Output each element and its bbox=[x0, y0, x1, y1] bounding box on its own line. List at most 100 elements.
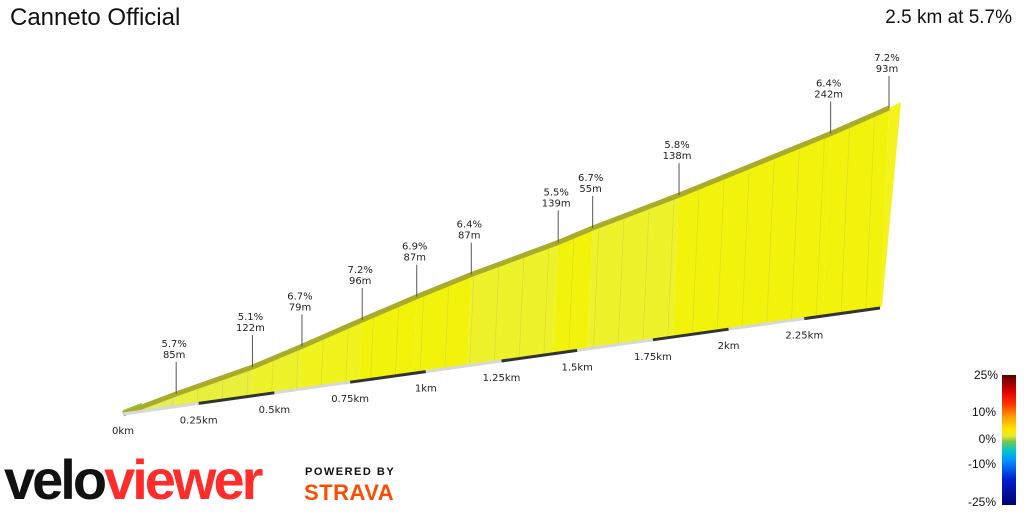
profile-dividers bbox=[147, 117, 875, 411]
segment-length-label: 138m bbox=[663, 151, 692, 162]
profile-divider bbox=[196, 389, 199, 404]
profile-divider bbox=[692, 189, 700, 335]
profile-divider bbox=[815, 139, 825, 317]
profile-divider bbox=[518, 258, 525, 359]
profile-segment-fill bbox=[359, 296, 417, 381]
distance-axis-segment bbox=[198, 391, 275, 405]
veloviewer-logo: veloviewer bbox=[4, 452, 263, 508]
profile-divider bbox=[642, 209, 650, 342]
logo-velo: velo bbox=[4, 448, 107, 511]
profile-segment-fill bbox=[413, 274, 472, 374]
profile-divider bbox=[667, 200, 675, 338]
segment-grade-label: 5.8% bbox=[664, 140, 689, 151]
profile-divider bbox=[766, 159, 775, 324]
profile-divider bbox=[543, 248, 550, 356]
profile-divider bbox=[345, 328, 349, 383]
segment-labels: 5.7%85m5.1%122m6.7%79m7.2%96m6.9%87m6.4%… bbox=[161, 53, 900, 394]
profile-divider bbox=[865, 117, 875, 311]
segment-grade-label: 7.2% bbox=[874, 53, 899, 64]
distance-tick-label: 0.5km bbox=[259, 405, 290, 416]
distance-axis-segment bbox=[349, 370, 427, 384]
profile-segment-fill bbox=[175, 367, 253, 407]
profile-divider bbox=[741, 169, 750, 328]
profile-divider bbox=[295, 350, 299, 390]
profile-segment-fill bbox=[251, 346, 302, 397]
segment-grade-label: 6.4% bbox=[457, 220, 482, 231]
distance-tick-label: 2.25km bbox=[785, 331, 823, 342]
segment-grade-label: 7.2% bbox=[347, 265, 372, 276]
distance-axis-segment bbox=[576, 338, 654, 352]
distance-axis bbox=[122, 306, 881, 416]
distance-axis-segment bbox=[501, 348, 578, 363]
profile-fill-layer bbox=[122, 102, 901, 417]
distance-axis-segment bbox=[274, 380, 351, 395]
profile-divider bbox=[791, 149, 800, 321]
profile-top-edge bbox=[122, 105, 891, 417]
distance-axis-segment bbox=[652, 327, 729, 342]
distance-tick-label: 1.5km bbox=[561, 362, 592, 373]
profile-divider bbox=[271, 361, 274, 394]
profile-divider bbox=[494, 267, 500, 363]
segment-grade-label: 6.9% bbox=[402, 242, 427, 253]
segment-length-label: 87m bbox=[404, 253, 426, 264]
segment-grade-label: 6.7% bbox=[578, 173, 603, 184]
segment-grade-label: 5.7% bbox=[161, 339, 186, 350]
segment-length-label: 93m bbox=[876, 64, 898, 75]
profile-divider bbox=[469, 276, 475, 366]
segment-grade-label: 6.7% bbox=[287, 291, 312, 302]
distance-axis-segment bbox=[425, 359, 502, 374]
profile-segment-fill bbox=[822, 108, 889, 317]
profile-divider bbox=[568, 238, 575, 352]
logo-viewer: viewer bbox=[104, 448, 263, 511]
profile-divider bbox=[246, 371, 249, 397]
distance-tick-label: 0.75km bbox=[331, 394, 369, 405]
profile-divider bbox=[419, 296, 424, 373]
strava-logo: STRAVA bbox=[304, 480, 395, 505]
legend-tick-2: 0% bbox=[978, 432, 996, 446]
profile-divider bbox=[320, 339, 324, 387]
distance-axis-segment bbox=[728, 317, 805, 331]
distance-tick-label: 2km bbox=[718, 341, 740, 352]
distance-axis-segment bbox=[804, 306, 881, 321]
profile-divider bbox=[840, 128, 850, 314]
segment-length-label: 139m bbox=[542, 198, 571, 209]
profile-segment-fill bbox=[672, 133, 831, 338]
profile-divider bbox=[370, 318, 374, 380]
profile-segment-fill bbox=[587, 195, 680, 349]
segment-length-label: 87m bbox=[458, 231, 480, 242]
profile-segment-fill bbox=[553, 228, 593, 354]
profile-divider bbox=[221, 380, 224, 401]
segment-grade-label: 6.4% bbox=[816, 79, 841, 90]
legend-tick-3: -10% bbox=[967, 457, 996, 471]
profile-divider bbox=[593, 228, 600, 349]
distance-axis-segment bbox=[122, 401, 199, 416]
segment-length-label: 79m bbox=[289, 302, 311, 313]
legend-tick-1: 10% bbox=[971, 405, 996, 419]
segment-length-label: 85m bbox=[163, 350, 185, 361]
profile-end-face bbox=[880, 102, 901, 308]
profile-divider bbox=[394, 307, 399, 376]
distance-tick-label: 1km bbox=[415, 384, 437, 395]
segment-grade-label: 5.1% bbox=[238, 312, 263, 323]
powered-by-label: POWERED BY bbox=[305, 466, 396, 478]
profile-divider bbox=[617, 219, 625, 345]
page-title: Canneto Official bbox=[10, 4, 181, 31]
legend-tick-4: -25% bbox=[967, 495, 996, 509]
distance-ticks: 0km 0.25km 0.5km 0.75km 1km 1.25km 1.5km 1.75km… bbox=[112, 331, 823, 437]
segment-grade-label: 5.5% bbox=[543, 187, 568, 198]
segment-length-label: 96m bbox=[349, 276, 371, 287]
distance-tick-label: 0km bbox=[112, 426, 134, 437]
segment-length-label: 55m bbox=[579, 184, 601, 195]
profile-divider bbox=[444, 286, 450, 369]
profile-segment-fill bbox=[300, 319, 363, 390]
climb-summary: 2.5 km at 5.7% bbox=[885, 7, 1012, 28]
distance-tick-label: 1.75km bbox=[634, 352, 672, 363]
profile-divider bbox=[716, 179, 725, 331]
segment-length-label: 122m bbox=[236, 323, 265, 334]
profile-segment-fill bbox=[467, 242, 559, 366]
distance-tick-label: 0.25km bbox=[180, 415, 218, 426]
segment-length-label: 242m bbox=[814, 90, 843, 101]
legend-tick-0: 25% bbox=[973, 368, 998, 382]
distance-tick-label: 1.25km bbox=[483, 373, 521, 384]
